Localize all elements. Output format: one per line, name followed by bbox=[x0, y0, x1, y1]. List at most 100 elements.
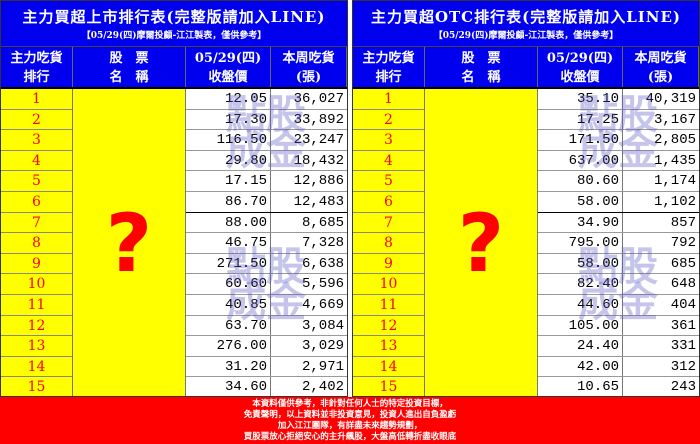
table-row: 271.50 6,638 bbox=[186, 253, 347, 275]
weekly-volume: 792 bbox=[670, 235, 696, 252]
table-row: 34.90 857 bbox=[538, 212, 699, 234]
table-row: 34.60 2,402 bbox=[186, 377, 347, 396]
weekly-volume: 1,435 bbox=[653, 152, 696, 169]
header-price: 05/29(四) 收盤價 bbox=[186, 47, 271, 87]
close-price: 34.90 bbox=[538, 212, 623, 233]
rank-cell: 4 bbox=[353, 151, 424, 172]
close-price: 80.60 bbox=[538, 171, 623, 191]
close-price: 24.40 bbox=[538, 336, 623, 356]
table-body: 1 2 3 4 5 6 7 8 9 10 11 12 13 14 15? 35.10 40,319 17.25 3,… bbox=[353, 89, 699, 396]
close-price: 17.15 bbox=[186, 171, 271, 191]
table-title-block: 主力買超OTC排行表(完整版請加入LINE) 【05/29(四)摩爾投顧-江江製… bbox=[353, 1, 699, 47]
rank-column: 1 2 3 4 5 6 7 8 9 10 11 12 13 14 15 bbox=[353, 89, 425, 396]
close-price: 82.40 bbox=[538, 274, 623, 294]
footer-line: 加入江江團隊，有詳盡未來趨勢規劃， bbox=[277, 421, 423, 431]
table-row: 88.00 8,685 bbox=[186, 212, 347, 234]
table-subtitle: 【05/29(四)摩爾投顧-江江製表，僅供參考】 bbox=[433, 31, 619, 41]
rank-cell: 15 bbox=[353, 377, 424, 396]
table-row: 31.20 2,971 bbox=[186, 356, 347, 378]
table-title-block: 主力買超上市排行表(完整版請加入LINE) 【05/29(四)摩爾投顧-江江製表… bbox=[1, 1, 347, 47]
table-row: 276.00 3,029 bbox=[186, 336, 347, 357]
rank-cell: 12 bbox=[1, 316, 72, 337]
weekly-volume: 2,402 bbox=[301, 379, 344, 396]
table-row: 795.00 792 bbox=[538, 233, 699, 254]
rank-cell: 10 bbox=[353, 274, 424, 295]
rank-cell: 11 bbox=[1, 295, 72, 316]
rank-cell: 14 bbox=[1, 357, 72, 378]
weekly-volume: 312 bbox=[670, 358, 696, 375]
rank-cell: 12 bbox=[353, 316, 424, 337]
table-row: 80.60 1,174 bbox=[538, 171, 699, 192]
rank-cell: 3 bbox=[353, 130, 424, 151]
header-name: 股 票 名 稱 bbox=[73, 47, 186, 87]
table-row: 60.60 5,596 bbox=[186, 274, 347, 295]
weekly-volume: 7,328 bbox=[301, 235, 344, 252]
close-price: 276.00 bbox=[186, 336, 271, 356]
close-price: 46.75 bbox=[186, 233, 271, 253]
close-price: 63.70 bbox=[186, 315, 271, 336]
header-name: 股 票 名 稱 bbox=[425, 47, 538, 87]
close-price: 42.00 bbox=[538, 356, 623, 377]
rank-cell: 13 bbox=[1, 336, 72, 357]
close-price: 88.00 bbox=[186, 212, 271, 233]
weekly-volume: 3,167 bbox=[653, 111, 696, 128]
rank-cell: 1 bbox=[353, 89, 424, 110]
rank-cell: 8 bbox=[353, 233, 424, 254]
table-subtitle: 【05/29(四)摩爾投顧-江江製表，僅供參考】 bbox=[81, 31, 267, 41]
table-row: 58.00 1,102 bbox=[538, 191, 699, 213]
value-columns: 35.10 40,319 17.25 3,167 171.50 2,805 637.00 1,… bbox=[538, 89, 699, 396]
rank-cell: 8 bbox=[1, 233, 72, 254]
column-headers: 主力吃貨 排行 股 票 名 稱 05/29(四) 收盤價 本周吃貨 (張) bbox=[1, 47, 347, 89]
question-mark: ? bbox=[105, 197, 153, 290]
close-price: 12.05 bbox=[186, 89, 271, 109]
weekly-volume: 12,483 bbox=[293, 193, 344, 210]
table-row: 58.00 685 bbox=[538, 253, 699, 275]
footer-line: 買股票放心拒絕安心的主升飆股，大盤高低轉折盡收眼底 bbox=[243, 432, 457, 442]
table-row: 637.00 1,435 bbox=[538, 150, 699, 172]
rank-cell: 10 bbox=[1, 274, 72, 295]
weekly-volume: 404 bbox=[670, 296, 696, 313]
weekly-volume: 8,685 bbox=[301, 214, 344, 231]
close-price: 40.85 bbox=[186, 294, 271, 315]
close-price: 34.60 bbox=[186, 377, 271, 396]
table-row: 17.15 12,886 bbox=[186, 171, 347, 192]
column-headers: 主力吃貨 排行 股 票 名 稱 05/29(四) 收盤價 本周吃貨 (張) bbox=[353, 47, 699, 89]
table-row: 12.05 36,027 bbox=[186, 89, 347, 110]
rank-cell: 13 bbox=[353, 336, 424, 357]
close-price: 31.20 bbox=[186, 356, 271, 377]
table-row: 46.75 7,328 bbox=[186, 233, 347, 254]
close-price: 17.25 bbox=[538, 109, 623, 130]
table-row: 42.00 312 bbox=[538, 356, 699, 378]
hidden-stock-name: ? bbox=[73, 89, 186, 396]
weekly-volume: 6,638 bbox=[301, 255, 344, 272]
footer-line: 本資料僅供參考，非針對任何人士的特定投資目標， bbox=[252, 399, 448, 409]
weekly-volume: 3,029 bbox=[301, 338, 344, 355]
rank-cell: 15 bbox=[1, 377, 72, 396]
header-volume: 本周吃貨 (張) bbox=[623, 47, 699, 87]
table-row: 10.65 243 bbox=[538, 377, 699, 396]
table-row: 17.25 3,167 bbox=[538, 109, 699, 131]
table-body: 1 2 3 4 5 6 7 8 9 10 11 12 13 14 15? 12.05 36,027 17.30 33… bbox=[1, 89, 347, 396]
table-row: 29.80 18,432 bbox=[186, 150, 347, 172]
rank-cell: 6 bbox=[1, 192, 72, 213]
rank-cell: 5 bbox=[1, 171, 72, 192]
weekly-volume: 2,805 bbox=[653, 132, 696, 149]
table-row: 24.40 331 bbox=[538, 336, 699, 357]
hidden-stock-name: ? bbox=[425, 89, 538, 396]
close-price: 171.50 bbox=[538, 130, 623, 150]
table-row: 171.50 2,805 bbox=[538, 130, 699, 151]
close-price: 29.80 bbox=[186, 150, 271, 171]
weekly-volume: 4,669 bbox=[301, 296, 344, 313]
rank-cell: 5 bbox=[353, 171, 424, 192]
close-price: 58.00 bbox=[538, 191, 623, 212]
table-row: 40.85 4,669 bbox=[186, 294, 347, 316]
weekly-volume: 2,971 bbox=[301, 358, 344, 375]
rank-cell: 2 bbox=[1, 110, 72, 131]
weekly-volume: 33,892 bbox=[293, 111, 344, 128]
rank-cell: 3 bbox=[1, 130, 72, 151]
weekly-volume: 685 bbox=[670, 255, 696, 272]
close-price: 58.00 bbox=[538, 253, 623, 274]
weekly-volume: 12,886 bbox=[293, 173, 344, 190]
rank-column: 1 2 3 4 5 6 7 8 9 10 11 12 13 14 15 bbox=[1, 89, 73, 396]
close-price: 795.00 bbox=[538, 233, 623, 253]
